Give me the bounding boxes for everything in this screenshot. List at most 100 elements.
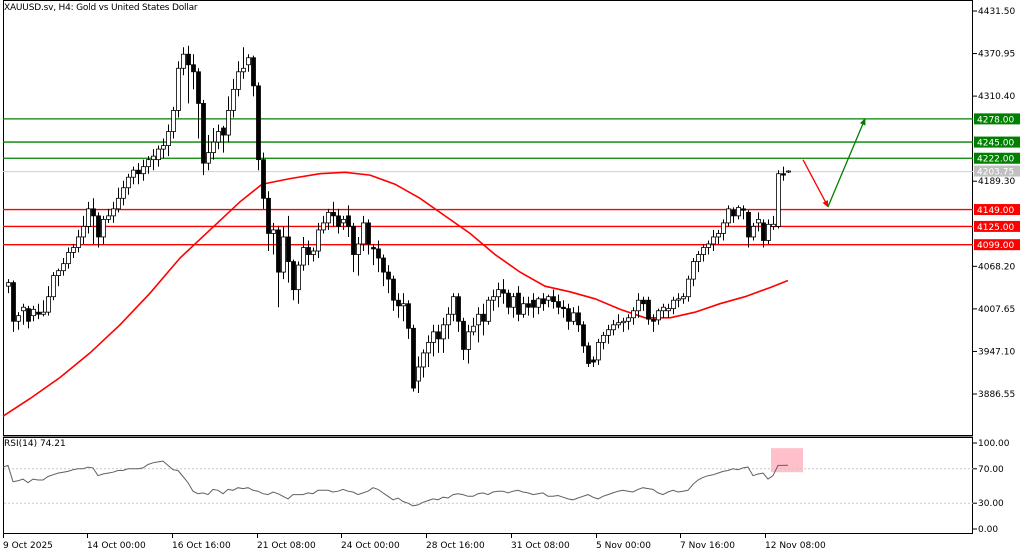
bull-candle-body	[231, 88, 236, 111]
candle	[501, 279, 506, 304]
bear-candle-body	[256, 85, 261, 161]
bull-candle-body	[756, 218, 761, 224]
candle	[606, 324, 611, 344]
candle	[316, 222, 321, 259]
bear-candle-body	[461, 320, 466, 350]
moving-average-line	[2, 171, 789, 417]
candle	[311, 247, 316, 262]
candle	[451, 293, 456, 322]
bear-candle-body	[261, 159, 266, 199]
rsi-label: RSI(14) 74.21	[4, 439, 66, 449]
bull-candle-body	[696, 254, 701, 262]
time-tick-label: 31 Oct 08:00	[511, 541, 570, 551]
resistance-price-tag[interactable]: 4245.00	[974, 136, 1020, 149]
bull-candle-body	[536, 298, 541, 308]
resistance-price-tag[interactable]: 4222.00	[974, 152, 1020, 165]
price-axis[interactable]: 4431.50 4370.95 4310.40 4189.30 4068.20 4007.…	[973, 7, 1020, 400]
candle	[431, 324, 436, 357]
candle	[511, 293, 516, 318]
current-price-tag[interactable]: 4203.75	[974, 165, 1020, 178]
bull-candle-body	[666, 308, 671, 312]
bull-candle-body	[321, 222, 326, 231]
bull-candle-body	[736, 207, 741, 217]
candle	[751, 222, 756, 241]
bear-candle-body	[91, 208, 96, 217]
bull-candle-body	[521, 303, 526, 315]
bull-candle-body	[216, 131, 221, 143]
candle	[146, 156, 151, 174]
bear-candle-body	[266, 197, 271, 234]
rsi-tick-label: 30.00	[978, 499, 1004, 509]
candle	[651, 314, 656, 332]
bull-candle-body	[101, 218, 106, 238]
bull-candle-body	[701, 247, 706, 255]
rsi-highlight-box	[771, 448, 803, 473]
candle	[731, 207, 736, 223]
support-price-tag-bg	[974, 239, 1020, 251]
pullback-arrow-icon[interactable]	[802, 159, 829, 208]
candle	[381, 254, 386, 287]
candle	[661, 303, 666, 318]
bull-candle-body	[21, 306, 26, 312]
bull-candle-body	[301, 247, 306, 266]
candle	[441, 317, 446, 353]
candle	[201, 99, 206, 176]
bear-candle-body	[26, 308, 31, 322]
candle	[521, 296, 526, 318]
time-tick-label: 12 Nov 08:00	[765, 541, 826, 551]
candle	[491, 289, 496, 311]
bear-candle-body	[351, 226, 356, 255]
bull-candle-body	[486, 299, 491, 322]
candle	[496, 282, 501, 308]
bull-candle-body	[296, 264, 301, 291]
support-price-tag[interactable]: 4099.00	[974, 239, 1020, 251]
support-price-tag-bg	[974, 204, 1020, 216]
resistance-price-tag[interactable]: 4278.00	[974, 113, 1020, 125]
rally-arrow-icon[interactable]	[827, 117, 866, 207]
candle	[156, 145, 161, 167]
candle	[171, 106, 176, 139]
candle	[251, 55, 256, 97]
bull-candle-body	[661, 306, 666, 312]
bear-candle-body	[556, 301, 561, 308]
bull-candle-body	[476, 313, 481, 326]
time-tick-label: 16 Oct 16:00	[172, 541, 231, 551]
candle	[191, 54, 196, 90]
bear-candle-body	[741, 208, 746, 211]
bear-candle-body	[641, 299, 646, 305]
bull-candle-body	[431, 331, 436, 343]
candle	[666, 303, 671, 318]
candle	[76, 229, 81, 253]
bull-candle-body	[606, 329, 611, 336]
bull-candle-body	[441, 324, 446, 340]
candle	[551, 289, 556, 309]
candle	[91, 198, 96, 244]
price-tick-label: 3886.55	[978, 390, 1015, 400]
bear-candle-body	[396, 299, 401, 307]
bull-candle-body	[271, 229, 276, 234]
support-price-tag-text: 4125.00	[977, 223, 1014, 233]
resistance-price-tag-text: 4278.00	[977, 115, 1014, 125]
bull-candle-body	[776, 173, 781, 227]
time-axis[interactable]: 9 Oct 2025 14 Oct 00:00 16 Oct 16:00 21 Oct…	[3, 534, 826, 551]
resistance-price-tag-bg	[974, 152, 1020, 164]
horizontal-levels[interactable]	[3, 118, 973, 246]
candle	[131, 166, 136, 185]
candle	[271, 222, 276, 255]
candle	[371, 243, 376, 266]
candle	[71, 243, 76, 259]
support-price-tag[interactable]: 4149.00	[974, 204, 1020, 216]
resistance-price-tag-bg	[974, 113, 1020, 125]
candle	[86, 201, 91, 234]
support-price-tag[interactable]: 4125.00	[974, 220, 1020, 233]
bear-candle-body	[196, 71, 201, 104]
time-tick-label: 14 Oct 00:00	[87, 541, 146, 551]
forecast-arrows[interactable]	[802, 117, 866, 208]
candle	[681, 293, 686, 304]
candle	[571, 307, 576, 325]
candle	[121, 180, 126, 206]
bull-candle-body	[786, 170, 791, 173]
bull-candle-body	[631, 310, 636, 319]
bull-candle-body	[6, 282, 11, 287]
